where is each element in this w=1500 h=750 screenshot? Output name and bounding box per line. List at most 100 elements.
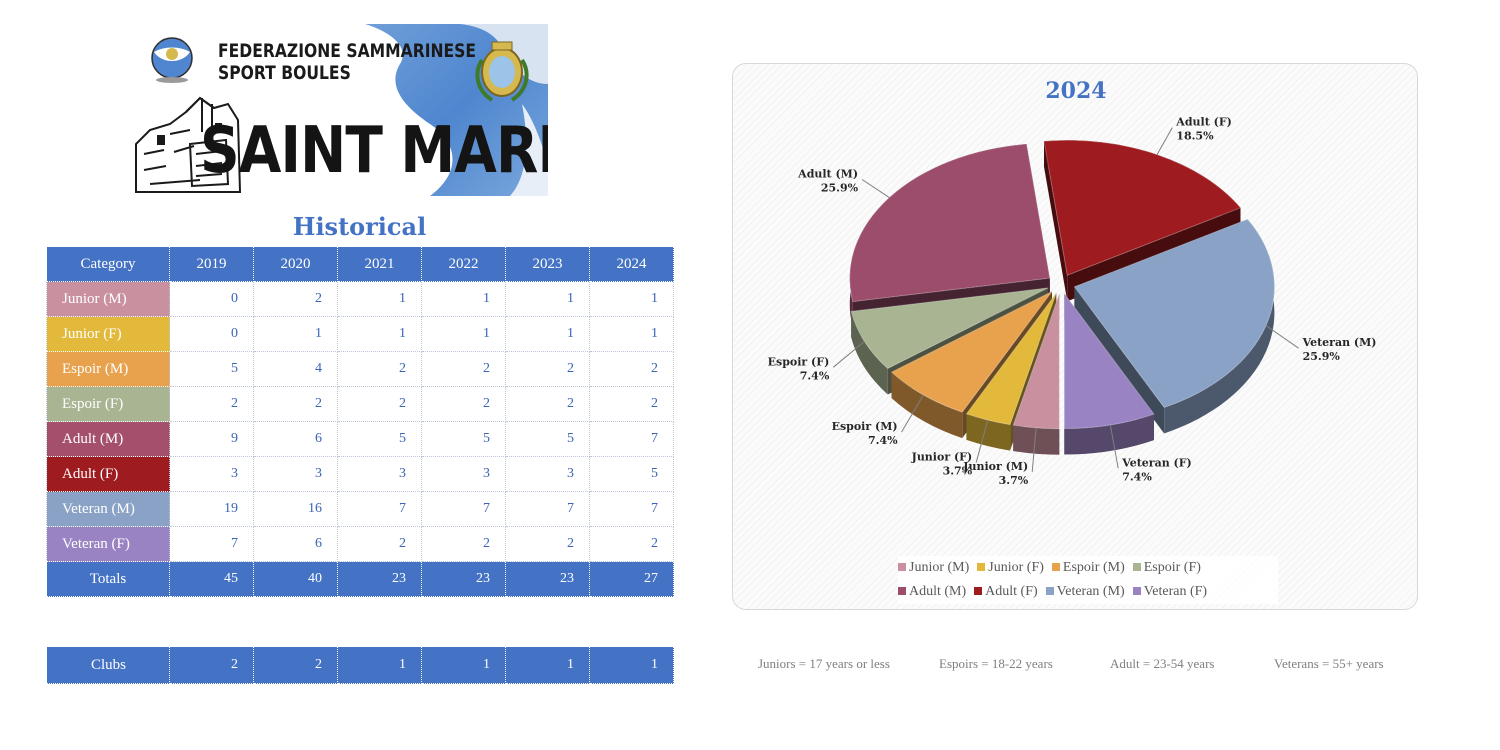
- legend-swatch: [1132, 563, 1141, 571]
- category-cell: Junior (M): [46, 281, 170, 317]
- value-cell: 19: [169, 491, 254, 527]
- value-cell: 1: [253, 316, 338, 352]
- year-header: 2020: [253, 246, 338, 282]
- slice-percent: 18.5%: [1176, 130, 1214, 143]
- value-cell: 3: [505, 456, 590, 492]
- value-cell: 2: [253, 281, 338, 317]
- chart-title: 2024: [1045, 78, 1107, 104]
- legend-item: Espoir (F): [1132, 556, 1201, 580]
- legend-item: Adult (F): [974, 580, 1038, 604]
- category-cell: Espoir (F): [46, 386, 170, 422]
- year-header: 2024: [589, 246, 674, 282]
- clubs-row: Clubs 2 2 1 1 1 1: [46, 646, 674, 684]
- value-cell: 1: [505, 316, 590, 352]
- table-row: Adult (F) 3 3 3 3 3 5: [46, 456, 674, 492]
- value-cell: 2: [337, 351, 422, 387]
- pie-slice-side: [851, 311, 888, 395]
- table-row: Adult (M) 9 6 5 5 5 7: [46, 421, 674, 457]
- value-cell: 6: [253, 526, 338, 562]
- value-cell: 7: [337, 491, 422, 527]
- value-cell: 5: [337, 421, 422, 457]
- slice-label: Junior (F): [911, 450, 973, 463]
- federation-logo: FEDERAZIONE SAMMARINESE SPORT BOULES SAI…: [130, 24, 548, 196]
- value-cell: 7: [421, 491, 506, 527]
- total-cell: 23: [337, 561, 422, 597]
- slice-percent: 7.4%: [1122, 470, 1152, 483]
- year-header: 2019: [169, 246, 254, 282]
- pie-slice-wall: [1074, 286, 1165, 434]
- clubs-cell: 1: [589, 646, 674, 684]
- value-cell: 2: [253, 386, 338, 422]
- federation-name-line2: SPORT BOULES: [218, 62, 351, 84]
- value-cell: 7: [169, 526, 254, 562]
- leader-line: [1156, 127, 1173, 155]
- total-cell: 23: [421, 561, 506, 597]
- value-cell: 1: [589, 281, 674, 317]
- leader-line: [1031, 427, 1037, 472]
- slice-label: Adult (F): [1175, 116, 1232, 129]
- value-cell: 5: [505, 421, 590, 457]
- value-cell: 7: [505, 491, 590, 527]
- value-cell: 7: [589, 421, 674, 457]
- legend-label: Espoir (M): [1062, 560, 1125, 575]
- legend-label: Adult (F): [985, 584, 1038, 599]
- slice-label: Veteran (F): [1121, 456, 1192, 469]
- slice-percent: 3.7%: [999, 474, 1029, 487]
- leader-line: [901, 394, 924, 433]
- total-cell: 23: [505, 561, 590, 597]
- value-cell: 2: [421, 386, 506, 422]
- value-cell: 2: [421, 526, 506, 562]
- note-adult: Adult = 23-54 years: [1110, 656, 1215, 671]
- note-juniors: Juniors = 17 years or less: [758, 656, 890, 671]
- slice-label: Junior (M): [962, 460, 1028, 473]
- leader-line: [832, 340, 865, 368]
- legend-item: Espoir (M): [1051, 556, 1125, 580]
- value-cell: 3: [253, 456, 338, 492]
- legend-label: Veteran (M): [1056, 584, 1125, 599]
- federation-name-line1: FEDERAZIONE SAMMARINESE: [218, 40, 477, 62]
- clubs-cell: 1: [505, 646, 590, 684]
- category-cell: Junior (F): [46, 316, 170, 352]
- table-row: Espoir (M) 5 4 2 2 2 2: [46, 351, 674, 387]
- table-row: Junior (M) 0 2 1 1 1 1: [46, 281, 674, 317]
- legend-label: Espoir (F): [1143, 560, 1201, 575]
- category-cell: Veteran (M): [46, 491, 170, 527]
- leader-line: [1265, 325, 1299, 349]
- year-header: 2023: [505, 246, 590, 282]
- legend-swatch: [1132, 587, 1141, 595]
- value-cell: 2: [589, 351, 674, 387]
- slice-percent: 3.7%: [943, 464, 973, 477]
- clubs-label: Clubs: [46, 646, 170, 684]
- value-cell: 2: [505, 526, 590, 562]
- slice-label: Espoir (F): [768, 355, 830, 368]
- table-row: Espoir (F) 2 2 2 2 2 2: [46, 386, 674, 422]
- table-row: Veteran (M) 19 16 7 7 7 7: [46, 491, 674, 527]
- slice-percent: 7.4%: [868, 434, 898, 447]
- total-cell: 40: [253, 561, 338, 597]
- category-cell: Espoir (M): [46, 351, 170, 387]
- slice-label: Adult (M): [797, 167, 858, 180]
- value-cell: 1: [337, 316, 422, 352]
- table-row: Junior (F) 0 1 1 1 1 1: [46, 316, 674, 352]
- legend-label: Junior (M): [909, 560, 970, 575]
- clubs-cell: 1: [337, 646, 422, 684]
- castle-drawing-icon: [135, 96, 242, 193]
- table-header-row: Category 2019 2020 2021 2022 2023 2024: [46, 246, 674, 282]
- value-cell: 2: [337, 526, 422, 562]
- value-cell: 0: [169, 316, 254, 352]
- value-cell: 7: [589, 491, 674, 527]
- value-cell: 2: [421, 351, 506, 387]
- value-cell: 16: [253, 491, 338, 527]
- value-cell: 5: [169, 351, 254, 387]
- value-cell: 2: [169, 386, 254, 422]
- slice-percent: 25.9%: [1303, 350, 1341, 363]
- slice-percent: 7.4%: [800, 369, 830, 382]
- value-cell: 4: [253, 351, 338, 387]
- totals-label: Totals: [46, 561, 170, 597]
- legend-swatch: [1045, 587, 1054, 595]
- category-cell: Veteran (F): [46, 526, 170, 562]
- value-cell: 1: [421, 281, 506, 317]
- value-cell: 9: [169, 421, 254, 457]
- legend-item: Veteran (M): [1045, 580, 1125, 604]
- value-cell: 1: [337, 281, 422, 317]
